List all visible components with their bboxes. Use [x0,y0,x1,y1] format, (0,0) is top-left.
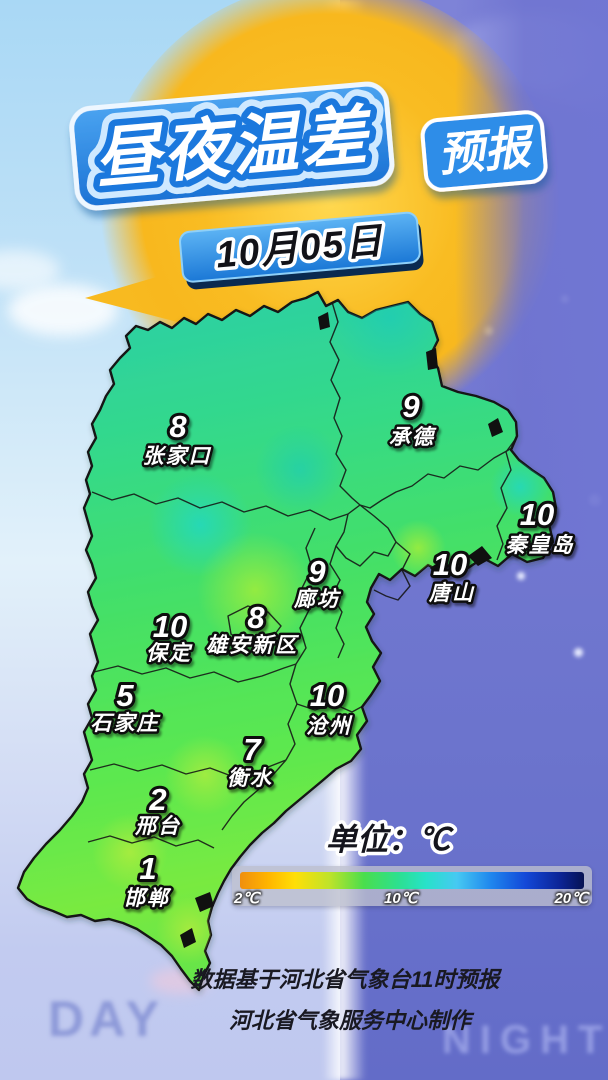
date-badge: 10月05日 [179,211,424,290]
cloud-icon [8,284,118,336]
city-name: 石家庄 [91,711,162,735]
city-value: 10 [520,497,554,532]
city-labels: 8张家口9承德10秦皇岛10唐山9廊坊8雄安新区10保定5石家庄10沧州7衡水2… [88,386,575,913]
footer-source: 数据基于河北省气象台11时预报 [190,967,500,992]
city-value: 9 [308,554,326,589]
colorbar-legend: 2℃ 10℃ 20℃ [232,866,592,907]
unit-label: 单位：℃ [326,822,454,857]
city-value: 2 [148,782,166,817]
city-value: 10 [153,609,187,644]
colorbar-tick-mid: 10℃ [384,890,418,907]
city-value: 7 [243,732,262,767]
colorbar-tick-max: 20℃ [554,890,588,907]
city-name: 邯郸 [124,886,172,910]
district-borders [87,301,518,849]
unit-label-wrap: 单位：℃ [323,819,458,861]
city-name: 保定 [146,641,193,665]
colorbar-gradient [240,872,584,889]
header: 昼夜温差 昼夜温差 昼夜温差 预报 10月05日 [69,81,548,290]
colorbar-tick-min: 2℃ [234,890,260,907]
star-icon [574,648,583,657]
city-name: 秦皇岛 [506,533,575,557]
city-name: 张家口 [143,444,212,468]
city-name: 唐山 [428,581,475,605]
city-value: 10 [433,547,467,582]
sub-title-badge: 预报 [420,110,548,192]
coastline-marks [180,312,503,948]
main-title-plate: 昼夜温差 昼夜温差 昼夜温差 [69,81,395,211]
sub-title: 预报 [436,121,538,181]
city-name: 承德 [389,425,437,449]
city-value: 10 [310,678,344,713]
city-name: 廊坊 [293,587,342,611]
city-value: 1 [139,851,156,886]
city-name: 邢台 [134,814,181,838]
city-name: 沧州 [306,714,353,738]
day-word: DAY [48,991,164,1047]
city-value: 8 [169,409,187,444]
star-icon [517,572,525,580]
footer-producer: 河北省气象服务中心制作 [228,1008,471,1033]
night-word: NIGHT [442,1018,608,1062]
city-name: 雄安新区 [206,633,300,657]
province-outline [16,290,558,992]
city-value: 8 [247,600,265,635]
city-value: 9 [402,389,420,424]
city-value: 5 [116,678,134,713]
city-name: 衡水 [227,766,273,790]
